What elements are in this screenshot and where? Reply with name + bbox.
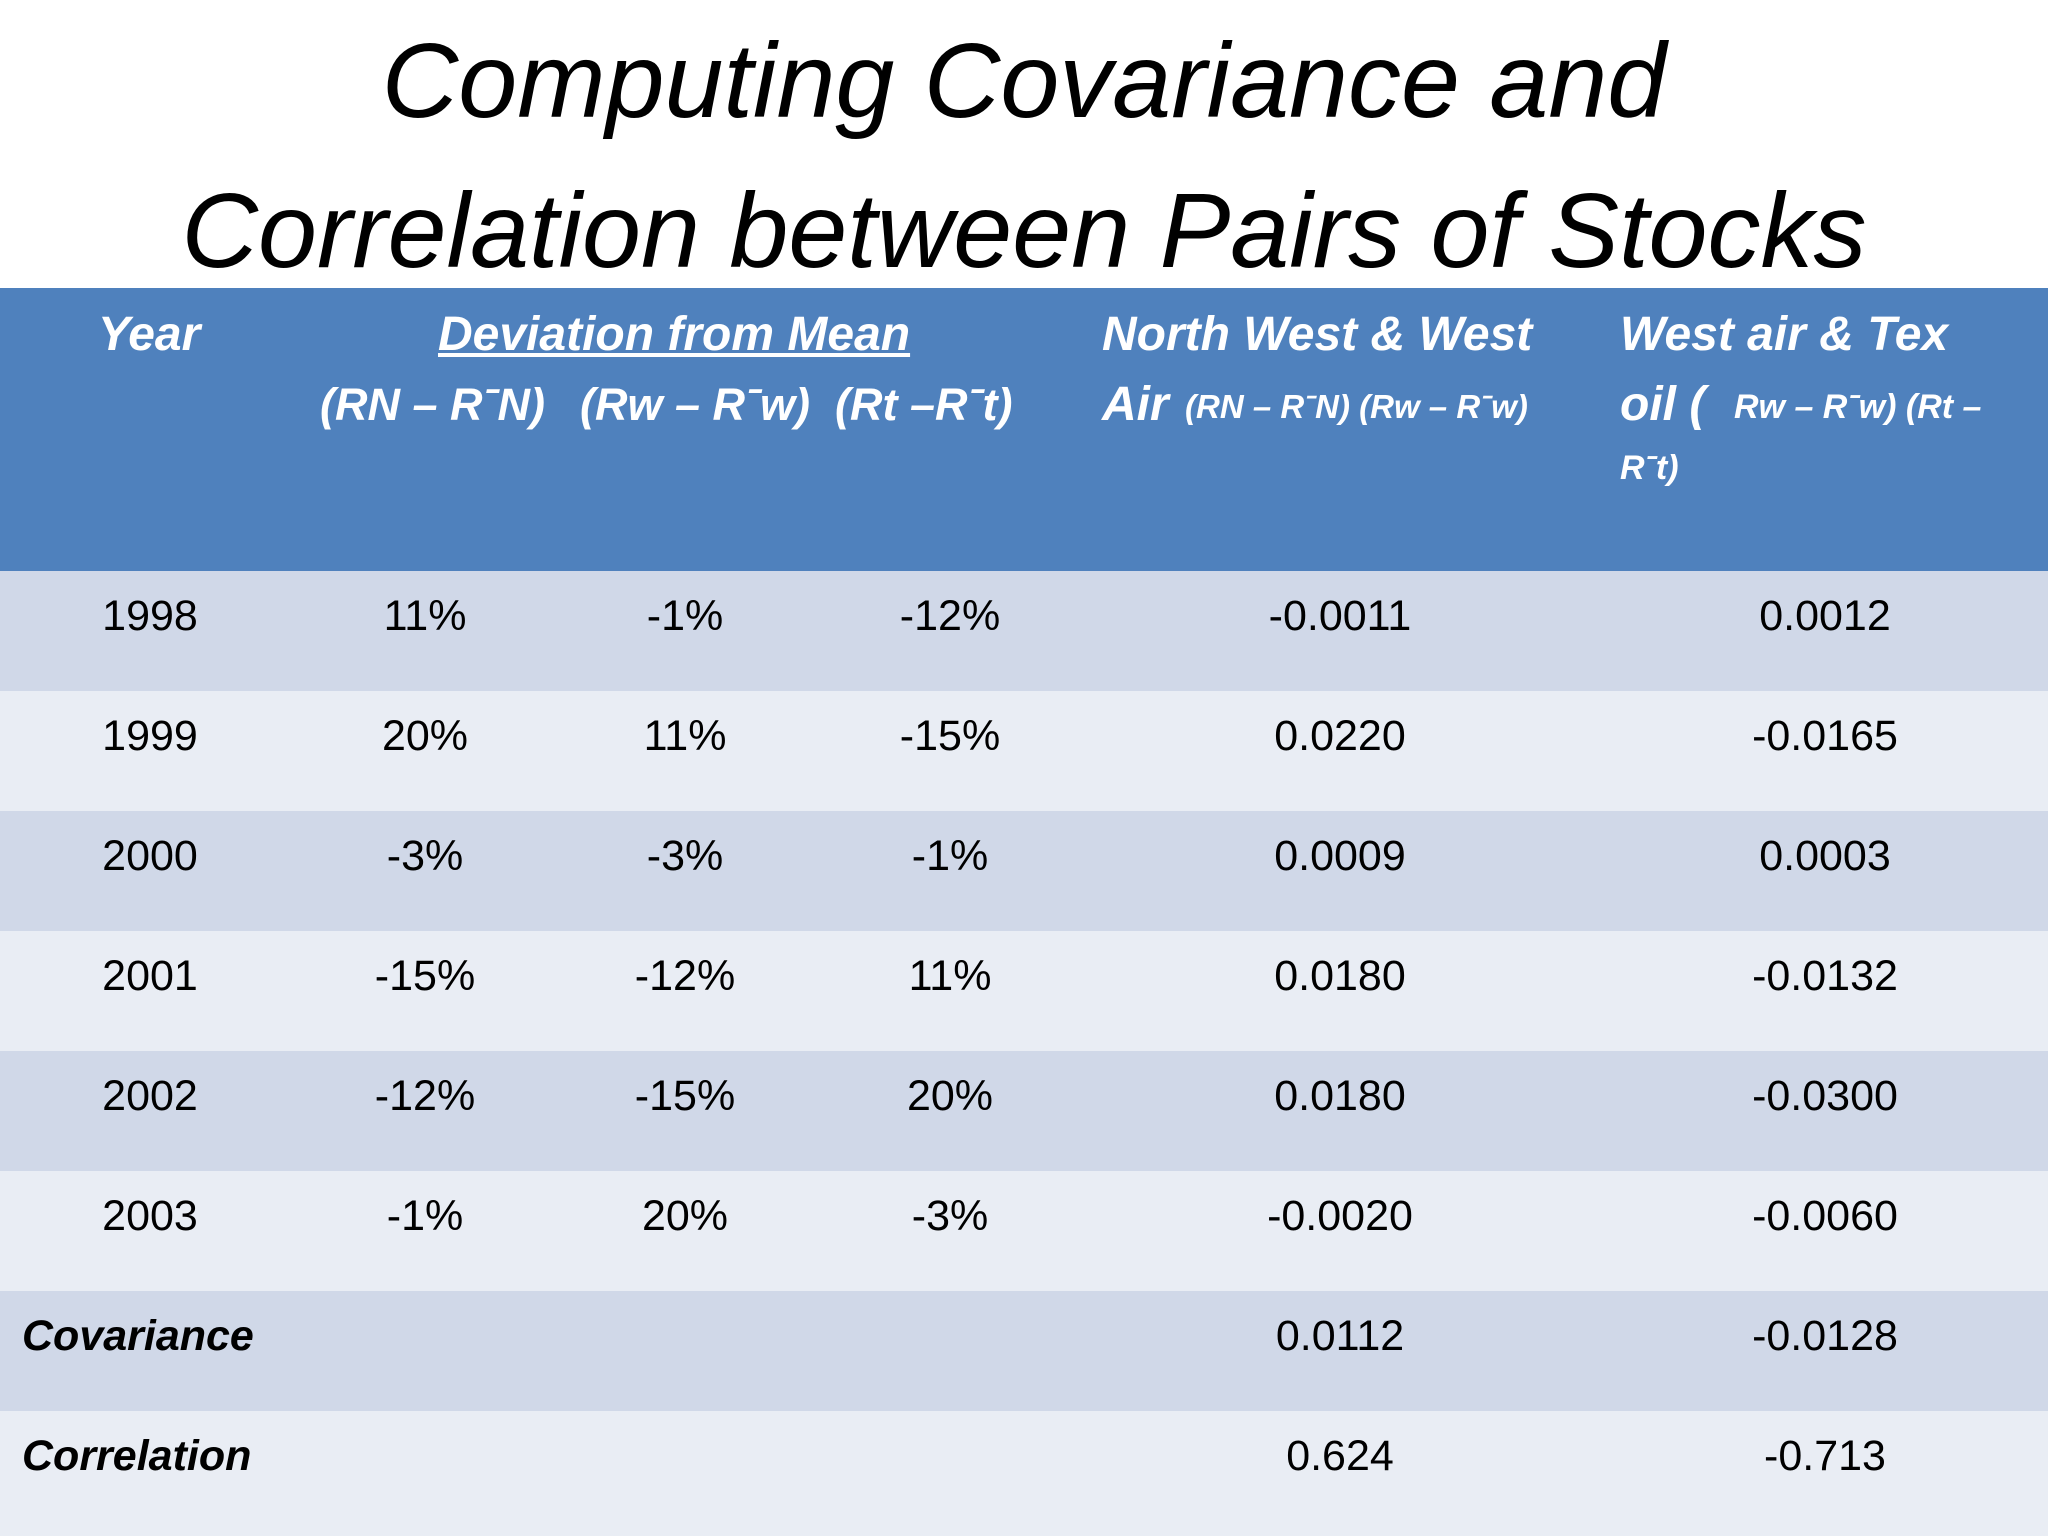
cell-nw-product: 0.0180 xyxy=(1274,1072,1406,1120)
covariance-wt-value: -0.0128 xyxy=(1752,1312,1898,1360)
cell-dev-t: -15% xyxy=(899,712,1001,760)
cell-dev-w: -15% xyxy=(634,1072,736,1120)
header-year: Year xyxy=(98,308,201,361)
header-wt-formula-line3: Rˉt) xyxy=(1620,449,1679,487)
table-row: 1998 11% -1% -12% -0.0011 0.0012 xyxy=(0,571,2048,691)
cell-year: 2002 xyxy=(102,1072,198,1120)
cell-year: 2000 xyxy=(102,832,198,880)
cell-year: 1999 xyxy=(102,712,198,760)
cell-dev-w: -3% xyxy=(646,832,724,880)
cell-nw-product: 0.0009 xyxy=(1274,832,1406,880)
header-wt-title: West air & Tex xyxy=(1620,308,1949,361)
covariance-nw-value: 0.0112 xyxy=(1275,1312,1405,1360)
header-dev-w: (Rw – Rˉw) xyxy=(580,379,810,430)
cell-dev-w: -1% xyxy=(646,592,724,640)
cell-dev-n: 11% xyxy=(383,592,467,640)
header-nw-air: Air xyxy=(1102,378,1169,431)
header-dev-t: (Rt –Rˉt) xyxy=(835,379,1013,430)
header-dev-n: (RN – RˉN) xyxy=(320,379,545,430)
covariance-label: Covariance xyxy=(22,1312,254,1360)
cell-dev-t: -12% xyxy=(899,592,1001,640)
correlation-nw-value: 0.624 xyxy=(1286,1432,1394,1480)
cell-dev-t: -1% xyxy=(911,832,989,880)
cell-wt-product: -0.0165 xyxy=(1752,712,1898,760)
cell-wt-product: -0.0300 xyxy=(1752,1072,1898,1120)
correlation-row: Correlation 0.624 -0.713 xyxy=(0,1411,2048,1536)
cell-year: 2003 xyxy=(102,1192,198,1240)
title-line-1: Computing Covariance and xyxy=(381,22,1667,140)
cell-wt-product: -0.0060 xyxy=(1752,1192,1898,1240)
correlation-label: Correlation xyxy=(22,1432,252,1480)
cell-year: 1998 xyxy=(102,592,198,640)
cell-dev-t: -3% xyxy=(911,1192,989,1240)
header-wt-formula-line2: Rw – Rˉw) (Rt – xyxy=(1734,388,1982,426)
correlation-wt-value: -0.713 xyxy=(1764,1432,1886,1480)
header-nw-formula: (RN – RˉN) (Rw – Rˉw) xyxy=(1185,388,1528,425)
table-row: 1999 20% 11% -15% 0.0220 -0.0165 xyxy=(0,691,2048,811)
cell-year: 2001 xyxy=(102,952,198,1000)
table-row: 2001 -15% -12% 11% 0.0180 -0.0132 xyxy=(0,931,2048,1051)
table-row: 2002 -12% -15% 20% 0.0180 -0.0300 xyxy=(0,1051,2048,1171)
cell-dev-w: -12% xyxy=(634,952,736,1000)
cell-nw-product: -0.0020 xyxy=(1267,1192,1413,1240)
cell-dev-n: -3% xyxy=(386,832,464,880)
cell-dev-t: 20% xyxy=(906,1072,994,1120)
cell-wt-product: 0.0003 xyxy=(1759,832,1891,880)
cell-wt-product: 0.0012 xyxy=(1759,592,1891,640)
cell-nw-product: -0.0011 xyxy=(1268,592,1412,640)
table-header: Year Deviation from Mean (RN – RˉN) (Rw … xyxy=(0,288,2048,571)
cell-dev-w: 20% xyxy=(641,1192,729,1240)
table-row: 2000 -3% -3% -1% 0.0009 0.0003 xyxy=(0,811,2048,931)
cell-dev-n: -15% xyxy=(374,952,476,1000)
cell-nw-product: 0.0220 xyxy=(1274,712,1406,760)
table-row: 2003 -1% 20% -3% -0.0020 -0.0060 xyxy=(0,1171,2048,1291)
header-wt-oil: oil ( xyxy=(1620,378,1706,431)
header-nw-title: North West & West xyxy=(1102,308,1533,361)
cell-dev-n: -12% xyxy=(374,1072,476,1120)
cell-dev-t: 11% xyxy=(908,952,992,1000)
cell-nw-product: 0.0180 xyxy=(1274,952,1406,1000)
page-title: Computing Covariance and Correlation bet… xyxy=(0,6,2048,306)
title-line-2: Correlation between Pairs of Stocks xyxy=(181,172,1867,290)
covariance-row: Covariance 0.0112 -0.0128 xyxy=(0,1291,2048,1411)
cell-dev-w: 11% xyxy=(643,712,727,760)
cell-dev-n: -1% xyxy=(386,1192,464,1240)
header-deviation-from-mean: Deviation from Mean xyxy=(438,308,911,361)
cell-dev-n: 20% xyxy=(381,712,469,760)
cell-wt-product: -0.0132 xyxy=(1752,952,1898,1000)
